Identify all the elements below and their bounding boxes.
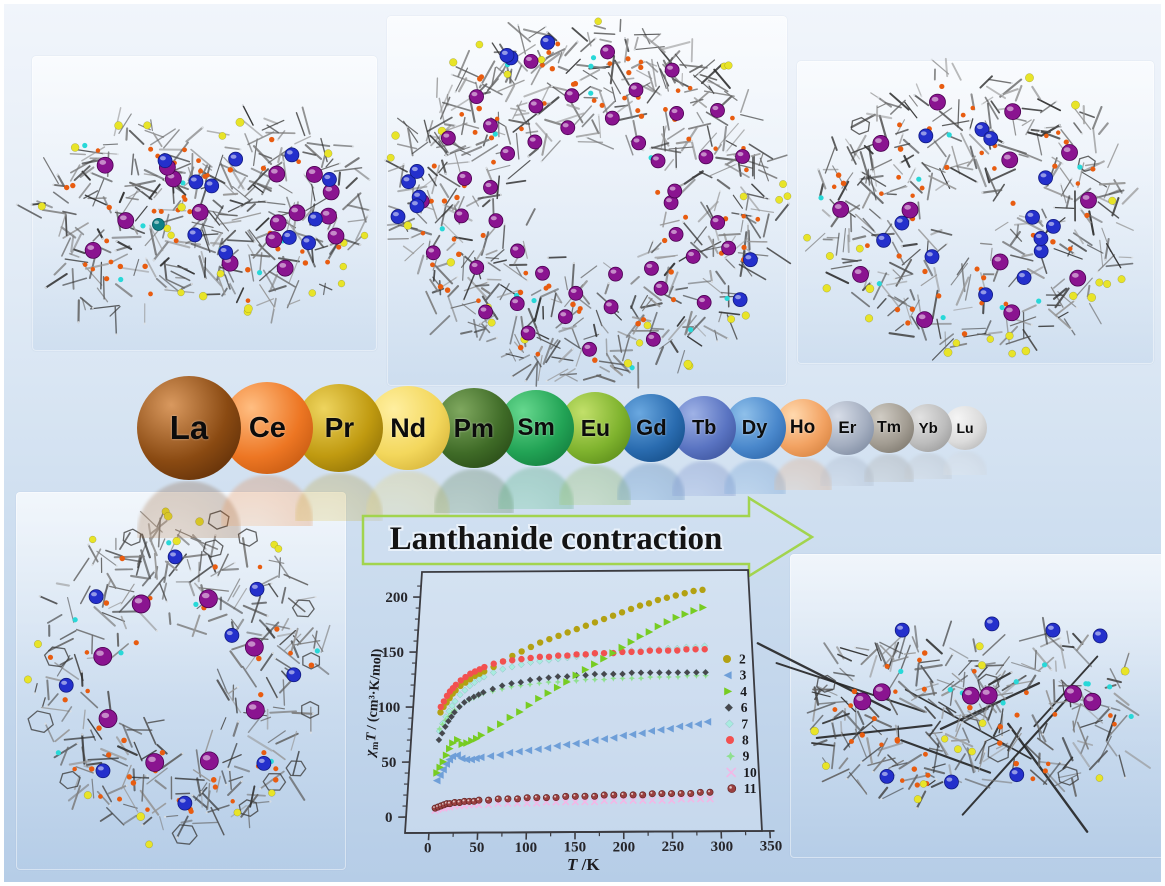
svg-text:100: 100	[515, 840, 538, 856]
molecule-bottom-left-octanuclear-ring	[23, 507, 331, 849]
lanthanide-symbol: Sm	[517, 414, 555, 441]
svg-text:350: 350	[760, 839, 783, 855]
svg-text:8: 8	[742, 733, 749, 748]
panel-top-left	[32, 56, 377, 351]
svg-text:9: 9	[743, 749, 750, 764]
lanthanide-symbol: Yb	[918, 419, 938, 437]
lanthanide-symbol: Ho	[789, 417, 816, 438]
lanthanide-sphere-reflection	[864, 454, 914, 482]
series-4	[433, 603, 707, 777]
metal-atoms	[390, 35, 758, 357]
svg-text:χmT / (cm³·K/mol): χmT / (cm³·K/mol)	[363, 648, 387, 759]
y-axis: 0 50 100 150 200 χmT / (cm³·K/mol)	[363, 585, 422, 826]
lanthanide-symbol: Dy	[741, 416, 768, 439]
svg-text:200: 200	[385, 590, 408, 606]
metal-atoms	[853, 616, 1108, 790]
series-3	[432, 718, 712, 785]
svg-text:200: 200	[613, 839, 636, 855]
lanthanide-sphere-reflection	[820, 456, 875, 486]
svg-text:T /K: T /K	[567, 855, 600, 874]
svg-text:50: 50	[381, 755, 396, 771]
svg-text:300: 300	[711, 839, 734, 855]
panel-top-right	[797, 61, 1154, 364]
svg-text:0: 0	[424, 840, 432, 856]
lanthanide-symbol: Gd	[636, 415, 667, 440]
lanthanide-symbol: Tb	[691, 416, 717, 439]
molecule-top-center-giant-ring	[384, 17, 792, 389]
molecule-bottom-right-planar-cluster	[756, 616, 1151, 833]
lanthanide-symbol: Nd	[390, 412, 427, 443]
lanthanide-symbol: Tm	[877, 419, 901, 436]
lanthanide-sphere-reflection	[672, 461, 737, 497]
svg-text:2: 2	[739, 652, 746, 667]
plot-frame	[404, 569, 775, 834]
molecule-top-left-dimeric-cluster	[15, 103, 371, 336]
lanthanide-sphere-reflection	[773, 458, 832, 490]
small-atoms	[810, 642, 1134, 804]
svg-text:250: 250	[662, 839, 685, 855]
series-6	[435, 668, 710, 744]
bond-sticks	[804, 57, 1139, 361]
metal-atoms	[832, 93, 1097, 329]
bond-sticks	[384, 18, 792, 389]
svg-text:6: 6	[741, 700, 748, 715]
metal-atoms	[84, 147, 345, 277]
svg-text:11: 11	[744, 781, 757, 796]
svg-text:150: 150	[564, 840, 587, 856]
arrow-shape	[361, 495, 815, 579]
svg-text:4: 4	[740, 684, 747, 699]
lanthanide-sphere-reflection	[723, 460, 786, 495]
metal-atoms	[58, 549, 302, 811]
series-11	[431, 788, 714, 812]
arrow-label: Lanthanide contraction	[390, 521, 723, 557]
lanthanide-sphere-reflection	[904, 453, 953, 480]
lanthanide-sphere-reflection	[943, 451, 987, 476]
bond-sticks	[756, 616, 1151, 833]
lanthanide-symbol: Er	[838, 418, 857, 437]
svg-text:50: 50	[469, 840, 484, 856]
lanthanide-symbol: Pr	[324, 412, 355, 443]
lanthanide-symbol: Eu	[580, 414, 611, 441]
svg-text:10: 10	[743, 765, 757, 780]
svg-text:7: 7	[741, 716, 748, 731]
svg-text:0: 0	[385, 810, 393, 826]
lanthanide-symbol: Lu	[956, 420, 974, 436]
lanthanide-symbol: Pm	[453, 412, 495, 443]
svg-text:3: 3	[740, 668, 747, 683]
svg-text:150: 150	[382, 645, 405, 661]
lanthanide-contraction-arrow: Lanthanide contraction	[361, 495, 815, 579]
chi-t-vs-t-chart: 0 50 100 150 200 250 300 350 T /K 0 50 100 150 200 χmT…	[363, 569, 783, 874]
lanthanide-symbol: Ce	[248, 411, 286, 444]
lanthanide-sphere-yb: Yb	[904, 404, 953, 452]
lanthanide-sphere-sm: Sm	[498, 390, 575, 466]
svg-text:100: 100	[378, 700, 401, 716]
lanthanide-sphere-eu: Eu	[559, 392, 632, 464]
small-atoms	[23, 507, 320, 849]
small-atoms	[37, 117, 369, 316]
small-atoms	[803, 73, 1126, 358]
x-axis: 0 50 100 150 200 250 300 350 T /K	[424, 830, 783, 874]
molecule-top-right-wheel	[803, 57, 1139, 361]
lanthanide-sphere-la: La	[137, 376, 241, 480]
lanthanide-symbol: La	[169, 409, 209, 446]
